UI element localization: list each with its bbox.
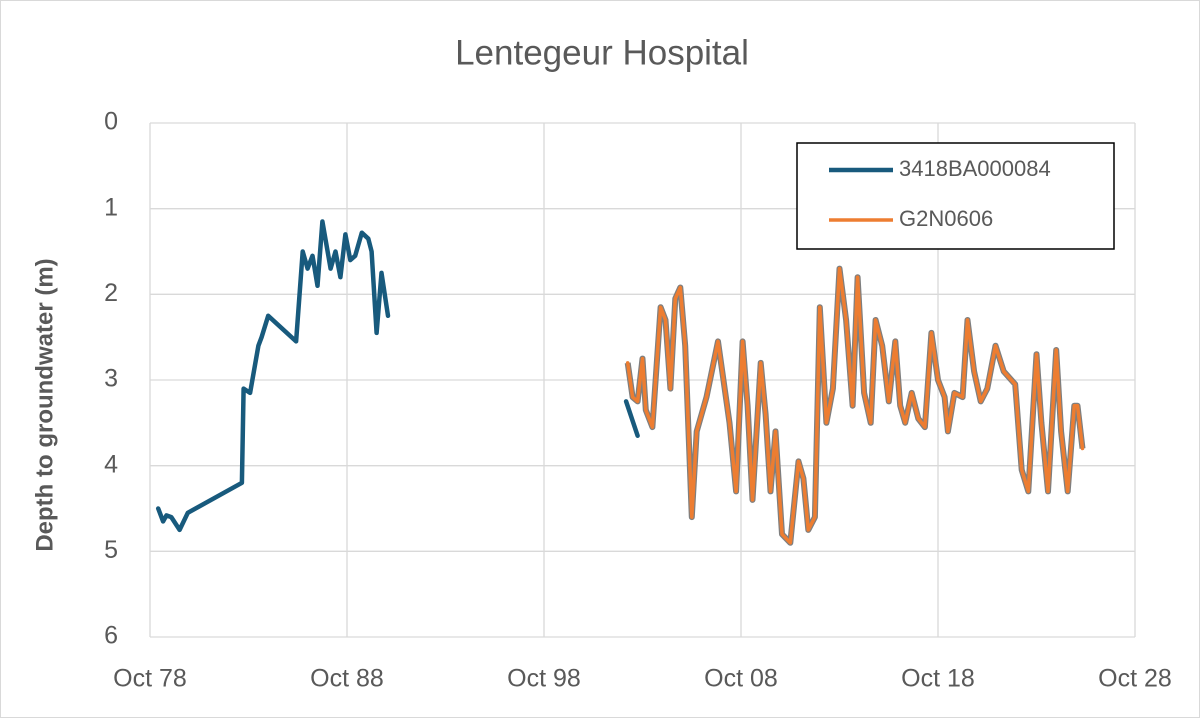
y-tick-label: 1 [104, 193, 118, 221]
y-axis-label: Depth to groundwater (m) [31, 258, 58, 551]
x-tick-label: Oct 98 [507, 665, 581, 693]
y-tick-label: 4 [104, 450, 118, 478]
legend-label: G2N0606 [899, 206, 993, 231]
x-tick-label: Oct 08 [704, 665, 778, 693]
x-tick-label: Oct 18 [901, 665, 975, 693]
y-tick-label: 6 [104, 622, 118, 650]
x-tick-label: Oct 28 [1098, 665, 1172, 693]
y-tick-label: 5 [104, 536, 118, 564]
y-tick-label: 0 [104, 108, 118, 136]
y-tick-label: 3 [104, 365, 118, 393]
chart-title: Lentegeur Hospital [455, 33, 749, 72]
line [155, 219, 640, 533]
x-tick-label: Oct 78 [113, 665, 187, 693]
legend-box [796, 142, 1115, 250]
legend-label: 3418BA000084 [899, 156, 1051, 181]
line [625, 266, 1085, 545]
x-tick-label: Oct 88 [310, 665, 384, 693]
y-tick-label: 2 [104, 279, 118, 307]
